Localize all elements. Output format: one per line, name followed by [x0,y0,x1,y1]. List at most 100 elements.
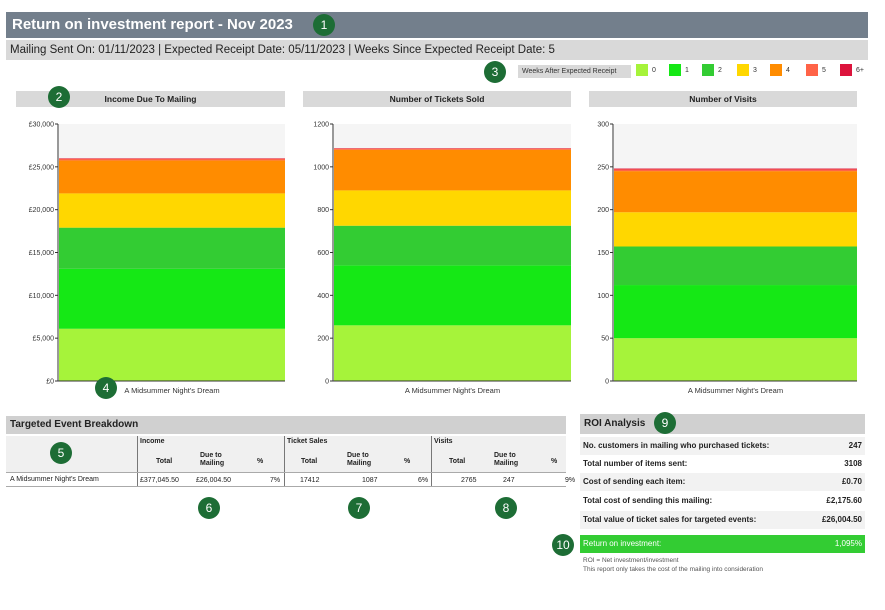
legend-item-1: 1 [669,64,689,78]
y-tick-label: 600 [317,250,329,257]
bar-segment-1 [334,265,571,326]
roi-row: Cost of sending each item: £0.70 [580,473,865,491]
legend-item-4: 4 [770,64,790,78]
divider [6,472,566,473]
breakdown-header [6,436,566,472]
legend-label: 6+ [856,67,864,74]
bar-segment-5 [59,158,285,161]
bar-segment-1 [614,285,857,339]
marker-badge-1: 1 [313,14,335,36]
roi-return-label: Return on investment: [583,539,662,548]
marker-badge-4: 4 [95,377,117,399]
roi-note-scope: This report only takes the cost of the m… [583,566,763,573]
subheader-total: Total [449,458,466,465]
legend-label: 5 [822,67,826,74]
group-visits: Visits [434,438,453,445]
bar-segment-3 [614,212,857,247]
divider [6,486,566,487]
roi-return-row: Return on investment: 1,095% [580,535,865,553]
legend-swatch [669,64,681,77]
y-tick-label: 250 [597,164,609,171]
legend-label: 4 [786,67,790,74]
roi-return-value: 1,095% [834,539,862,548]
legend-swatch [806,64,818,77]
row-visits-total: 2765 [461,477,477,484]
charts-area: £0 £5,000 £10,000 £15,000 £20,000 £25,000 £30,… [29,122,857,395]
y-tick-label: 0 [605,379,609,386]
y-tick-label: £25,000 [29,164,54,171]
legend-item-5: 5 [806,64,826,78]
bar-segment-0 [59,328,285,381]
y-tick-label: £20,000 [29,207,54,214]
legend-item-3: 3 [737,64,757,78]
y-tick-label: 100 [597,293,609,300]
legend-item-6: 6+ [840,64,864,78]
chart-title-tickets: Number of Tickets Sold [303,91,571,107]
report-title: Return on investment report - Nov 2023 [12,16,293,33]
subheader-total: Total [156,458,173,465]
y-tick-label: 300 [597,122,609,129]
roi-row-value: 3108 [844,459,862,468]
y-tick-label: £5,000 [33,336,55,343]
roi-row-label: Cost of sending each item: [583,477,686,486]
y-tick-label: 0 [325,379,329,386]
bar-segment-3 [59,193,285,228]
subheader-total: Total [301,458,318,465]
row-tickets-due: 1087 [362,477,378,484]
report-subtitle: Mailing Sent On: 01/11/2023 | Expected R… [6,40,868,60]
subheader-due: Due to Mailing [494,452,519,467]
row-visits-due: 247 [503,477,515,484]
legend-swatch [770,64,782,77]
roi-row: Total number of items sent: 3108 [580,455,865,473]
roi-row: Total cost of sending this mailing: £2,1… [580,492,865,510]
row-income-due: £26,004.50 [196,477,232,484]
subheader-due: Due to Mailing [200,452,225,467]
legend-label: 0 [652,67,656,74]
roi-row-label: Total cost of sending this mailing: [583,496,713,505]
subheader-pct: % [404,458,411,465]
group-income: Income [140,438,165,445]
bar-segment-1 [59,268,285,329]
legend-swatch [636,64,648,77]
y-tick-label: 150 [597,250,609,257]
marker-badge-3: 3 [484,61,506,83]
divider [137,436,138,486]
divider [431,436,432,486]
y-tick-label: 800 [317,207,329,214]
row-income-pct: 7% [270,477,281,484]
marker-badge-8: 8 [495,497,517,519]
bar-segment-0 [334,325,571,381]
bar-segment-4 [59,160,285,194]
bar-segment-6+ [614,168,857,170]
y-tick-label: 400 [317,293,329,300]
bar-segment-4 [614,171,857,213]
y-tick-label: £10,000 [29,293,54,300]
bar-segment-2 [59,227,285,269]
marker-badge-7: 7 [348,497,370,519]
roi-row: Total value of ticket sales for targeted… [580,511,865,529]
row-event-name: A Midsummer Night's Dream [10,476,99,483]
legend-swatch [840,64,852,77]
y-tick-label: 200 [597,207,609,214]
divider [284,436,285,486]
bar-segment-0 [614,338,857,381]
x-category-label: A Midsummer Night's Dream [688,386,783,395]
y-tick-label: 200 [317,336,329,343]
y-tick-label: 50 [601,336,609,343]
row-tickets-pct: 6% [418,477,429,484]
marker-badge-2: 2 [48,86,70,108]
marker-badge-6: 6 [198,497,220,519]
marker-badge-9: 9 [654,412,676,434]
legend-item-0: 0 [636,64,656,78]
chart-title-visits: Number of Visits [589,91,857,107]
bar-segment-5 [614,169,857,172]
legend-item-2: 2 [702,64,722,78]
roi-row-label: Total value of ticket sales for targeted… [583,515,757,524]
bar-segment-2 [614,246,857,286]
marker-badge-10: 10 [552,534,574,556]
bar-segment-3 [334,190,571,226]
row-tickets-total: 17412 [300,477,320,484]
y-tick-label: 1200 [313,122,329,129]
roi-row-value: £26,004.50 [821,515,862,524]
roi-row: No. customers in mailing who purchased t… [580,437,865,455]
